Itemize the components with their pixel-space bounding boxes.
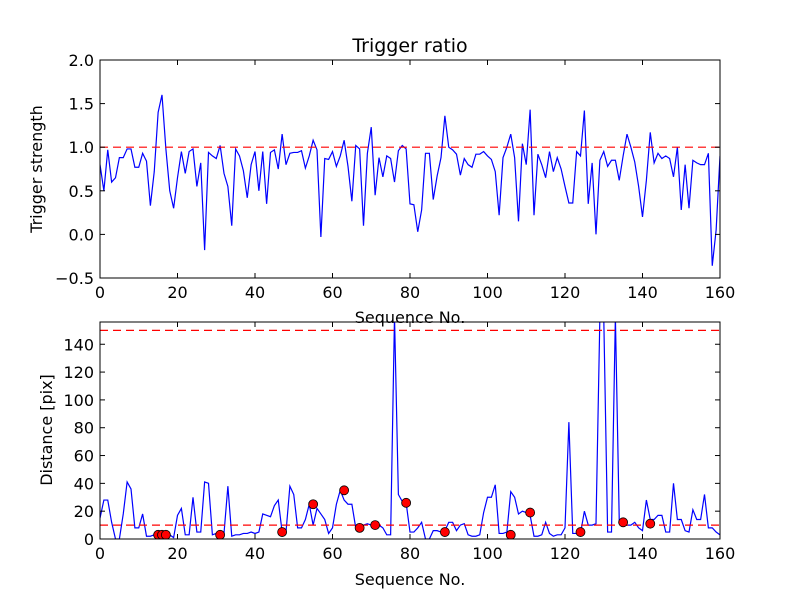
y-tick-label: 100 bbox=[63, 391, 94, 410]
data-point bbox=[505, 529, 516, 539]
x-tick-label: 160 bbox=[705, 544, 736, 563]
x-tick-label: 0 bbox=[95, 544, 105, 563]
x-tick-label: 0 bbox=[95, 283, 105, 302]
data-point bbox=[160, 529, 171, 539]
x-tick-label: 40 bbox=[245, 544, 265, 563]
x-axis: 0 20 40 60 80 100 120 140 160 bbox=[95, 60, 735, 302]
x-tick-label: 20 bbox=[167, 283, 187, 302]
chart-trigger-ratio: Trigger ratio 0 20 40 60 80 100 120 140 160 −0.5… bbox=[27, 35, 735, 327]
x-tick-label: 60 bbox=[322, 544, 342, 563]
data-point bbox=[645, 518, 656, 529]
x-tick-label: 120 bbox=[550, 544, 581, 563]
chart-title: Trigger ratio bbox=[351, 35, 467, 57]
data-point bbox=[575, 527, 586, 537]
y-tick-label: −0.5 bbox=[55, 269, 94, 288]
x-tick-label: 160 bbox=[705, 283, 736, 302]
y-tick-label: 0 bbox=[84, 530, 94, 549]
data-point bbox=[618, 517, 629, 528]
y-axis: −0.5 0.0 0.5 1.0 1.5 2.0 bbox=[55, 51, 720, 288]
x-tick-label: 140 bbox=[627, 544, 658, 563]
series-line bbox=[100, 94, 720, 266]
x-tick-label: 100 bbox=[472, 283, 503, 302]
x-tick-label: 80 bbox=[400, 544, 420, 563]
x-axis: 0 20 40 60 80 100 120 140 160 bbox=[95, 322, 735, 563]
y-axis: 0 20 40 60 80 100 120 140 bbox=[63, 335, 720, 549]
y-tick-label: 0.0 bbox=[69, 225, 94, 244]
y-tick-label: 120 bbox=[63, 363, 94, 382]
y-tick-label: 140 bbox=[63, 335, 94, 354]
y-axis-label: Distance [pix] bbox=[37, 374, 56, 486]
x-tick-label: 40 bbox=[245, 283, 265, 302]
data-point bbox=[277, 527, 288, 537]
x-axis-label: Sequence No. bbox=[355, 570, 466, 589]
data-point bbox=[370, 520, 381, 530]
x-tick-label: 140 bbox=[627, 283, 658, 302]
x-tick-label: 60 bbox=[322, 283, 342, 302]
x-tick-label: 20 bbox=[167, 544, 187, 563]
y-tick-label: 20 bbox=[74, 502, 94, 521]
y-tick-label: 60 bbox=[74, 447, 94, 466]
y-axis-label: Trigger strength bbox=[27, 105, 46, 234]
series-line bbox=[100, 322, 720, 539]
data-point bbox=[339, 485, 350, 496]
x-tick-label: 80 bbox=[400, 283, 420, 302]
y-tick-label: 0.5 bbox=[69, 182, 94, 201]
data-point bbox=[354, 522, 365, 533]
plot-area bbox=[100, 94, 720, 266]
y-tick-label: 1.0 bbox=[69, 138, 94, 157]
y-tick-label: 80 bbox=[74, 419, 94, 438]
data-point bbox=[308, 499, 319, 510]
plot-area bbox=[100, 322, 720, 539]
y-tick-label: 1.5 bbox=[69, 95, 94, 114]
data-point bbox=[525, 507, 536, 518]
data-point bbox=[439, 527, 450, 537]
y-tick-label: 40 bbox=[74, 474, 94, 493]
x-tick-label: 100 bbox=[472, 544, 503, 563]
chart-distance: 0 20 40 60 80 100 120 140 160 0 20 40 60 80 100 120 140… bbox=[37, 321, 735, 589]
data-point bbox=[215, 529, 226, 539]
x-tick-label: 120 bbox=[550, 283, 581, 302]
y-tick-label: 2.0 bbox=[69, 51, 94, 70]
data-point bbox=[401, 497, 412, 508]
